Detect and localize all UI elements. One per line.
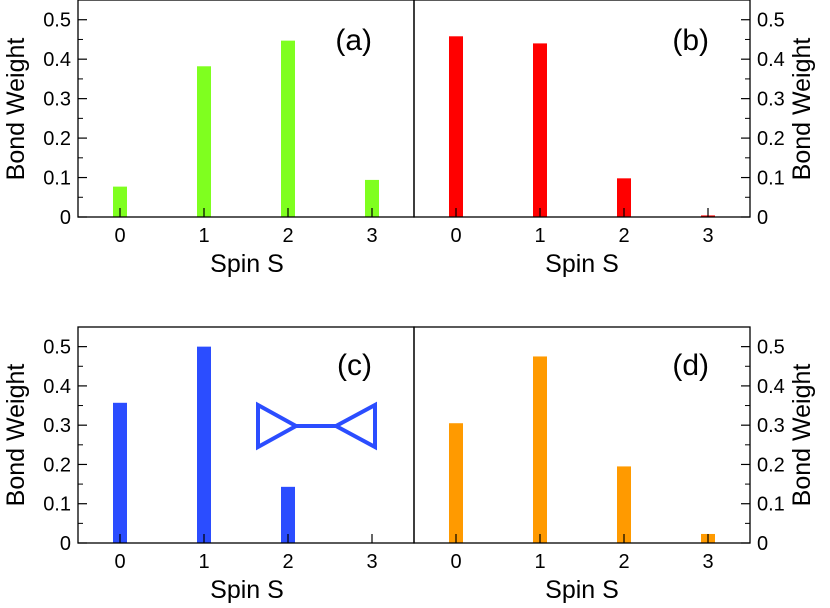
ytick-label-d-2: 0.2 xyxy=(757,454,785,476)
xtick-label-d-3: 3 xyxy=(702,551,713,573)
ytick-label-b-5: 0.5 xyxy=(757,10,785,32)
panel-label-d: (d) xyxy=(672,349,709,382)
xtick-label-d-1: 1 xyxy=(534,551,545,573)
bar-d-1 xyxy=(533,356,547,543)
panel-a: 0 0.1 0.2 0.3 0.4 0.5 0 1 2 3 xyxy=(43,0,415,247)
xtick-label-a-3: 3 xyxy=(366,225,377,247)
ytick-label-b-4: 0.4 xyxy=(757,49,785,71)
xtick-label-a-0: 0 xyxy=(114,225,125,247)
xlabel-c: Spin S xyxy=(210,576,284,604)
xtick-label-c-0: 0 xyxy=(114,551,125,573)
xtick-label-b-0: 0 xyxy=(450,225,461,247)
bar-d-0 xyxy=(449,423,463,543)
panel-label-a: (a) xyxy=(335,24,372,57)
plot-frame-d xyxy=(413,326,751,544)
xtick-label-c-1: 1 xyxy=(198,551,209,573)
bar-c-2 xyxy=(281,486,295,543)
ytick-label-a-3: 0.3 xyxy=(43,89,71,111)
ytick-label-a-4: 0.4 xyxy=(43,49,71,71)
ytick-label-b-0: 0 xyxy=(757,207,768,229)
ytick-label-a-5: 0.5 xyxy=(43,10,71,32)
xtick-label-c-2: 2 xyxy=(282,551,293,573)
bar-d-2 xyxy=(617,466,631,543)
ylabel-c: Bond Weight xyxy=(2,364,30,507)
bar-b-1 xyxy=(533,43,547,218)
bar-a-1 xyxy=(197,66,211,218)
plot-frame-b xyxy=(413,0,751,218)
ytick-label-d-3: 0.3 xyxy=(757,415,785,437)
ytick-label-a-2: 0.2 xyxy=(43,128,71,150)
ytick-label-d-1: 0.1 xyxy=(757,494,785,516)
xlabel-a: Spin S xyxy=(210,250,284,278)
bowtie-molecule-icon xyxy=(256,401,377,451)
ytick-label-d-5: 0.5 xyxy=(757,337,785,359)
ytick-label-a-0: 0 xyxy=(60,207,71,229)
ytick-label-c-1: 0.1 xyxy=(43,494,71,516)
bar-a-0 xyxy=(113,186,127,217)
bar-c-0 xyxy=(113,402,127,543)
bar-c-1 xyxy=(197,346,211,543)
xtick-label-b-1: 1 xyxy=(534,225,545,247)
xtick-label-b-3: 3 xyxy=(702,225,713,247)
bar-a-3 xyxy=(365,179,379,217)
panel-label-b: (b) xyxy=(672,24,709,57)
ytick-label-d-4: 0.4 xyxy=(757,376,785,398)
ytick-label-b-3: 0.3 xyxy=(757,89,785,111)
ytick-label-c-4: 0.4 xyxy=(43,376,71,398)
ylabel-d: Bond Weight xyxy=(788,364,816,507)
ytick-label-b-1: 0.1 xyxy=(757,168,785,190)
ytick-label-c-3: 0.3 xyxy=(43,415,71,437)
panel-c: 0 0.1 0.2 0.3 0.4 0.5 0 1 2 3 xyxy=(43,326,415,573)
xtick-label-c-3: 3 xyxy=(366,551,377,573)
xtick-label-b-2: 2 xyxy=(618,225,629,247)
xtick-label-d-0: 0 xyxy=(450,551,461,573)
ytick-label-a-1: 0.1 xyxy=(43,168,71,190)
ytick-label-c-0: 0 xyxy=(60,533,71,555)
ytick-label-b-2: 0.2 xyxy=(757,128,785,150)
ylabel-a: Bond Weight xyxy=(2,38,30,181)
bar-b-0 xyxy=(449,36,463,217)
xtick-label-d-2: 2 xyxy=(618,551,629,573)
ytick-label-c-5: 0.5 xyxy=(43,337,71,359)
ytick-label-d-0: 0 xyxy=(757,533,768,555)
bar-b-2 xyxy=(617,178,631,217)
ytick-label-c-2: 0.2 xyxy=(43,454,71,476)
panel-label-c: (c) xyxy=(337,349,372,382)
xtick-label-a-2: 2 xyxy=(282,225,293,247)
xlabel-d: Spin S xyxy=(545,576,619,604)
xlabel-b: Spin S xyxy=(545,250,619,278)
panel-b: 0 0.1 0.2 0.3 0.4 0.5 0 1 2 3 xyxy=(413,0,785,247)
ylabel-b: Bond Weight xyxy=(788,38,816,181)
bar-a-2 xyxy=(281,40,295,217)
panel-d: 0 0.1 0.2 0.3 0.4 0.5 0 1 2 3 xyxy=(413,326,785,573)
xtick-label-a-1: 1 xyxy=(198,225,209,247)
